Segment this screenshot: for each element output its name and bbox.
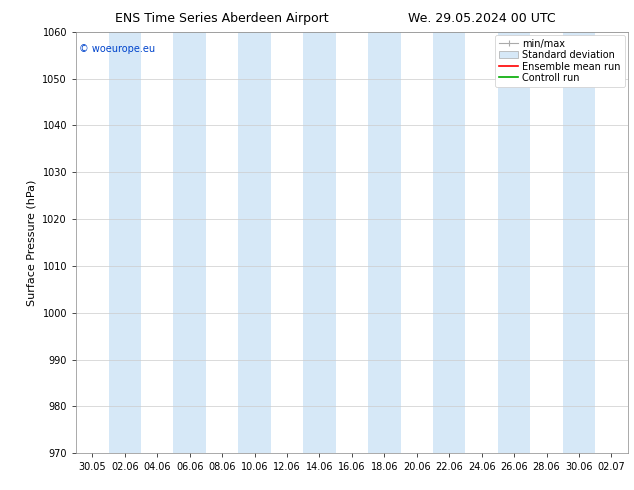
Y-axis label: Surface Pressure (hPa): Surface Pressure (hPa): [27, 179, 37, 306]
Bar: [108, 32, 141, 453]
Bar: [563, 32, 595, 453]
Bar: [303, 32, 335, 453]
Bar: [174, 32, 206, 453]
Bar: [498, 32, 530, 453]
Bar: [368, 32, 401, 453]
Bar: [238, 32, 271, 453]
Bar: [433, 32, 465, 453]
Text: We. 29.05.2024 00 UTC: We. 29.05.2024 00 UTC: [408, 12, 555, 25]
Text: © woeurope.eu: © woeurope.eu: [79, 45, 155, 54]
Text: ENS Time Series Aberdeen Airport: ENS Time Series Aberdeen Airport: [115, 12, 328, 25]
Legend: min/max, Standard deviation, Ensemble mean run, Controll run: min/max, Standard deviation, Ensemble me…: [495, 35, 624, 87]
